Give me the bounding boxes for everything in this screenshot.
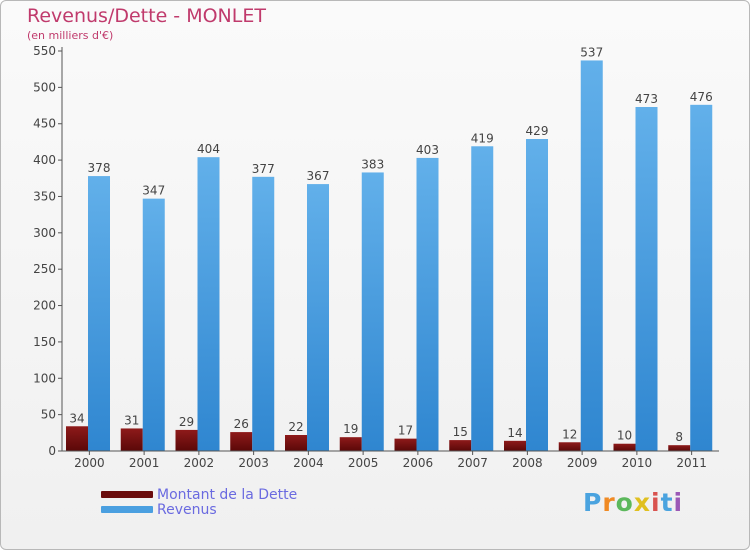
x-tick-label: 2002 xyxy=(184,456,215,470)
bar-debt xyxy=(504,440,526,451)
y-tick-label: 50 xyxy=(41,408,56,422)
legend: Montant de la Dette Revenus xyxy=(101,486,298,518)
data-label-debt: 22 xyxy=(288,420,303,434)
data-label-debt: 12 xyxy=(562,427,577,441)
x-tick-label: 2007 xyxy=(457,456,488,470)
y-tick-label: 150 xyxy=(33,335,56,349)
y-tick-label: 500 xyxy=(33,80,56,94)
bar-debt xyxy=(558,442,581,451)
data-label-revenue: 383 xyxy=(361,157,384,171)
x-tick-label: 2004 xyxy=(293,456,324,470)
x-tick-label: 2008 xyxy=(512,456,543,470)
data-label-debt: 34 xyxy=(69,411,84,425)
data-label-debt: 29 xyxy=(179,415,194,429)
x-tick-label: 2005 xyxy=(348,456,379,470)
legend-label-revenue: Revenus xyxy=(157,501,217,518)
y-tick-label: 350 xyxy=(33,189,56,203)
x-tick-label: 2003 xyxy=(238,456,269,470)
y-tick-label: 100 xyxy=(33,371,56,385)
legend-swatch-debt xyxy=(101,491,153,498)
bar-debt xyxy=(613,443,636,451)
bars: 34 378 31 347 29 404 26 377 22 367 19 383 17 403 15 419… xyxy=(66,45,713,452)
bar-revenue xyxy=(252,176,275,451)
data-label-revenue: 473 xyxy=(635,92,658,106)
data-label-revenue: 537 xyxy=(580,45,603,59)
y-tick-label: 250 xyxy=(33,262,56,276)
x-tick-label: 2010 xyxy=(622,456,653,470)
x-axis: 2000 2001 2002 2003 2004 2005 2006 2007 2008 2009… xyxy=(62,450,719,470)
data-label-debt: 10 xyxy=(617,429,632,443)
data-label-debt: 26 xyxy=(234,417,249,431)
chart-title: Revenus/Dette - MONLET xyxy=(27,5,266,27)
bar-debt xyxy=(120,428,143,451)
legend-label-debt: Montant de la Dette xyxy=(157,486,298,503)
legend-item-debt: Montant de la Dette xyxy=(101,486,298,503)
bar-debt xyxy=(66,426,88,451)
data-label-revenue: 367 xyxy=(307,169,330,183)
y-tick-label: 400 xyxy=(33,153,56,167)
data-label-revenue: 403 xyxy=(416,143,439,157)
legend-swatch-revenue xyxy=(101,506,153,513)
y-tick-label: 550 xyxy=(33,44,56,58)
chart-subtitle: (en milliers d'€) xyxy=(27,29,114,42)
x-tick-label: 2011 xyxy=(676,456,707,470)
bar-debt xyxy=(449,440,472,451)
y-tick-label: 450 xyxy=(33,117,56,131)
bar-revenue xyxy=(635,107,658,451)
data-label-revenue: 419 xyxy=(471,131,494,145)
x-tick-label: 2001 xyxy=(129,456,160,470)
bar-revenue xyxy=(361,172,384,452)
y-tick-label: 200 xyxy=(33,299,56,313)
bar-debt xyxy=(668,445,691,451)
x-tick-label: 2009 xyxy=(567,456,598,470)
bar-debt xyxy=(175,429,198,451)
bar-revenue xyxy=(690,104,713,452)
data-label-debt: 15 xyxy=(453,425,468,439)
data-label-debt: 14 xyxy=(507,426,522,440)
data-label-debt: 31 xyxy=(124,413,139,427)
bar-revenue xyxy=(471,146,494,452)
legend-item-revenue: Revenus xyxy=(101,501,297,518)
proxiti-logo: Proxiti xyxy=(583,488,684,517)
data-label-revenue: 476 xyxy=(690,90,713,104)
bar-debt xyxy=(230,432,253,451)
data-label-debt: 8 xyxy=(675,430,683,444)
data-label-debt: 19 xyxy=(343,422,358,436)
bar-revenue xyxy=(307,184,329,451)
bar-revenue xyxy=(142,198,165,451)
data-label-revenue: 404 xyxy=(197,142,220,156)
bar-revenue xyxy=(526,139,548,451)
y-tick-label: 0 xyxy=(48,444,56,458)
data-label-debt: 17 xyxy=(398,424,413,438)
bar-revenue xyxy=(197,157,220,451)
data-label-revenue: 347 xyxy=(142,184,165,198)
x-tick-label: 2000 xyxy=(74,456,105,470)
bar-debt xyxy=(339,437,362,451)
bar-debt xyxy=(285,435,307,451)
x-tick-label: 2006 xyxy=(403,456,434,470)
y-tick-label: 300 xyxy=(33,226,56,240)
data-label-revenue: 378 xyxy=(88,161,111,175)
data-label-revenue: 429 xyxy=(526,124,549,138)
data-label-revenue: 377 xyxy=(252,162,275,176)
y-axis: 0 50 100 150 200 250 300 350 400 450 500 550 xyxy=(33,44,63,458)
bar-revenue xyxy=(580,60,603,452)
bar-revenue xyxy=(88,176,110,451)
bar-debt xyxy=(394,438,417,451)
bar-revenue xyxy=(416,157,439,451)
